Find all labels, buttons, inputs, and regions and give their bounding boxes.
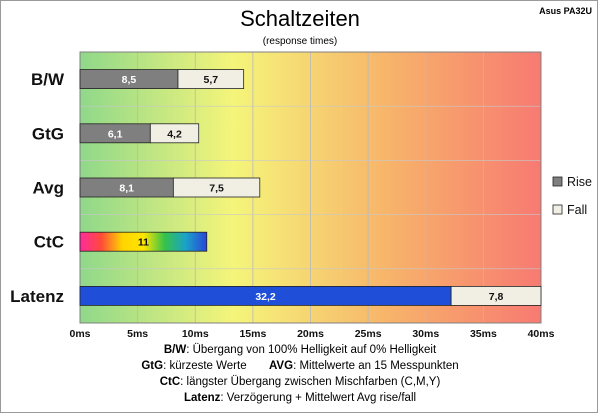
fall-bar <box>450 285 542 306</box>
x-tick-label: 25ms <box>355 328 382 340</box>
x-tick-label: 20ms <box>297 328 324 340</box>
fall-bar <box>172 177 261 198</box>
x-tick-label: 0ms <box>69 328 90 340</box>
x-tick-label: 30ms <box>412 328 439 340</box>
fall-bar <box>149 123 200 144</box>
category-label: GtG <box>32 124 64 143</box>
note-text-avg: : Mittelwerte an 15 Messpunkten <box>293 360 459 372</box>
fall-value-label: 5,7 <box>204 74 219 86</box>
note-line-ctc: CtC: längster Übergang zwischen Mischfar… <box>0 374 600 390</box>
fall-bar <box>177 69 245 89</box>
x-tick-label: 15ms <box>239 328 266 340</box>
monitor-model-label: Asus PA32U <box>539 6 592 16</box>
note-line-gtg-avg: GtG: kürzeste Werte AVG: Mittelwerte an … <box>0 358 600 374</box>
fall-value-label: 7,8 <box>489 291 504 303</box>
chart-svg: 0ms 5ms 10ms 15ms 20ms 25ms 30ms 35ms 40ms B/W GtG… <box>10 51 592 340</box>
note-key-bw: B/W <box>163 344 187 356</box>
ctc-value-label: 11 <box>138 237 149 249</box>
chart-subtitle: (response times) <box>262 36 338 47</box>
category-label: Avg <box>33 179 65 198</box>
category-label: Latenz <box>10 287 64 306</box>
category-label: B/W <box>31 70 65 89</box>
note-text-ctc: : längster Übergang zwischen Mischfarben… <box>180 376 441 388</box>
x-tick-label: 35ms <box>470 328 497 340</box>
note-text-gtg: : kürzeste Werte <box>163 360 247 372</box>
chart-notes: B/W: Übergang von 100% Helligkeit auf 0%… <box>0 342 600 406</box>
note-text-bw: : Übergang von 100% Helligkeit auf 0% He… <box>186 344 437 356</box>
x-tick-label: 10ms <box>182 328 209 340</box>
note-key-latenz: Latenz <box>183 392 221 404</box>
note-text-latenz: : Verzögerung + Mittelwert Avg rise/fall <box>220 392 417 404</box>
rise-value-label: 8,1 <box>119 183 134 195</box>
ctc-bar <box>79 231 208 252</box>
x-tick-label: 5ms <box>127 328 148 340</box>
note-key-ctc: CtC <box>159 376 181 388</box>
rise-value-label: 6,1 <box>108 128 123 140</box>
fall-value-label: 4,2 <box>167 128 182 140</box>
note-key-gtg: GtG <box>141 360 164 372</box>
legend-fall-swatch <box>552 204 563 215</box>
x-tick-label: 40ms <box>528 328 555 340</box>
rise-value-label: 8,5 <box>122 74 137 86</box>
legend-fall-label: Fall <box>567 203 587 217</box>
rise-value-label: 32,2 <box>255 291 276 303</box>
note-key-avg: AVG <box>268 360 294 372</box>
legend-rise-swatch <box>552 176 563 187</box>
category-label: CtC <box>34 233 64 252</box>
legend-rise-label: Rise <box>567 175 592 189</box>
note-line-latenz: Latenz: Verzögerung + Mittelwert Avg ris… <box>0 390 600 406</box>
note-line-bw: B/W: Übergang von 100% Helligkeit auf 0%… <box>0 342 600 358</box>
fall-value-label: 7,5 <box>209 183 224 195</box>
chart-title: Schaltzeiten <box>240 6 360 31</box>
